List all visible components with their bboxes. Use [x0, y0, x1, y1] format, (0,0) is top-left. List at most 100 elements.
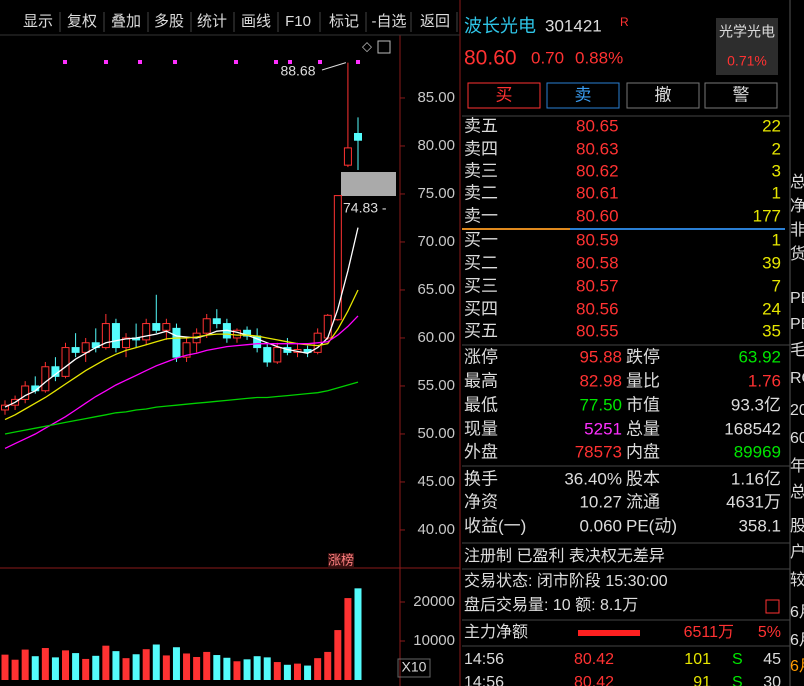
- candle-body: [61, 347, 70, 377]
- label: 涨停: [464, 347, 498, 366]
- price: 80.61: [576, 183, 619, 202]
- candle-body: [21, 385, 30, 400]
- y-tick-label: 85.00: [417, 89, 455, 106]
- candle-body: [243, 329, 252, 337]
- y-tick-label: 50.00: [417, 425, 455, 442]
- side-fragment: 股: [790, 517, 804, 535]
- candle-body: [212, 318, 221, 325]
- volume: 177: [753, 206, 781, 225]
- volume-bar: [273, 662, 281, 680]
- toolbar-button[interactable]: 返回: [420, 13, 450, 30]
- toolbar-button[interactable]: 显示: [23, 13, 53, 30]
- side-fragment: 总: [790, 483, 804, 501]
- trade-button[interactable]: [626, 82, 700, 109]
- candle-body: [71, 347, 80, 353]
- volume-bar: [253, 656, 261, 680]
- label: 跌停: [626, 347, 660, 366]
- volume-bar: [293, 663, 301, 680]
- icon[interactable]: [765, 599, 780, 614]
- volume-bar: [314, 658, 322, 680]
- volume-bar: [354, 588, 362, 680]
- flow-bar: [578, 630, 640, 636]
- price: 80.56: [576, 299, 619, 318]
- volume-bar: [183, 653, 191, 680]
- side-fragment: 年: [790, 457, 804, 475]
- volume-bar: [172, 647, 180, 680]
- volume-bar: [122, 658, 130, 680]
- volume: 24: [762, 299, 781, 318]
- side-fragment: PE: [790, 316, 804, 333]
- candle-body: [152, 323, 161, 331]
- price: 80.57: [576, 276, 619, 295]
- label: 市值: [626, 395, 660, 414]
- toolbar-button[interactable]: -自选: [372, 13, 407, 30]
- side-fragment: 户: [790, 543, 804, 561]
- value: 95.88: [579, 347, 622, 366]
- value: 5251: [584, 419, 622, 438]
- candle-body: [202, 318, 211, 334]
- volume-bar: [324, 651, 332, 680]
- candle-body: [142, 323, 151, 341]
- label: 现量: [464, 419, 498, 438]
- signal-dot: [104, 60, 108, 64]
- trade-button[interactable]: [467, 82, 541, 109]
- tick-side: S: [732, 651, 743, 668]
- value: 168542: [724, 419, 781, 438]
- trade-button-label[interactable]: 买: [496, 85, 513, 104]
- stock-name: 波长光电: [464, 16, 536, 36]
- sector: 光学光电: [719, 24, 775, 40]
- toolbar-button[interactable]: 画线: [241, 13, 271, 30]
- label: 换手: [464, 469, 498, 488]
- side-fragment: 较: [790, 571, 804, 589]
- scale-box: [397, 658, 431, 678]
- label: 买五: [464, 321, 498, 340]
- value: 5%: [758, 624, 781, 641]
- toolbar-button[interactable]: 多股: [154, 13, 184, 30]
- toolbar-button[interactable]: 标记: [329, 13, 359, 30]
- toolbar-button[interactable]: F10: [285, 13, 311, 30]
- label: 流通: [626, 492, 660, 511]
- y-tick-label: 80.00: [417, 137, 455, 154]
- volume-bar: [51, 657, 59, 680]
- label: 卖五: [464, 116, 498, 135]
- sector-pct: 0.71%: [727, 53, 767, 69]
- info: 注册制 已盈利 表决权无差异: [464, 547, 665, 565]
- trade-button-label[interactable]: 撤: [655, 85, 672, 104]
- info: 交易状态: 闭市阶段 15:30:00: [464, 572, 668, 590]
- toolbar-button[interactable]: 叠加: [111, 13, 141, 30]
- y-tick-label: 70.00: [417, 233, 455, 250]
- side-fragment: 6月: [790, 604, 804, 621]
- sector-box[interactable]: [716, 18, 778, 75]
- volume-bar: [92, 655, 100, 680]
- signal-dot: [138, 60, 142, 64]
- volume-bar: [304, 665, 312, 680]
- volume-bar: [62, 650, 70, 680]
- volume-bar: [102, 645, 110, 680]
- candle-body: [111, 323, 120, 349]
- label: X10: [402, 659, 427, 675]
- toolbar-button[interactable]: 统计: [197, 13, 227, 30]
- value: 93.3亿: [731, 395, 781, 414]
- trade-button[interactable]: [704, 82, 778, 109]
- trade-button-label[interactable]: 警: [733, 85, 750, 104]
- icon[interactable]: [377, 40, 391, 54]
- icon[interactable]: ◇: [362, 38, 372, 53]
- value: 89969: [734, 442, 781, 461]
- volume-bar: [193, 656, 201, 680]
- trade-button-label[interactable]: 卖: [575, 85, 592, 104]
- volume-bar: [203, 651, 211, 680]
- volume-bar: [162, 655, 170, 680]
- trade-button[interactable]: [546, 82, 620, 109]
- side-fragment: 毛: [790, 341, 804, 359]
- volume-bar: [1, 654, 9, 680]
- volume-bar: [31, 656, 39, 680]
- toolbar-button[interactable]: 复权: [67, 12, 97, 30]
- volume-bar: [112, 651, 120, 680]
- volume-bar: [82, 658, 90, 680]
- side-fragment: 非: [790, 221, 804, 239]
- y-tick-label: 75.00: [417, 185, 455, 202]
- side-fragment: 6月: [790, 658, 804, 675]
- annotation: 74.83 -: [343, 200, 387, 216]
- tick-volume: 91: [693, 674, 711, 686]
